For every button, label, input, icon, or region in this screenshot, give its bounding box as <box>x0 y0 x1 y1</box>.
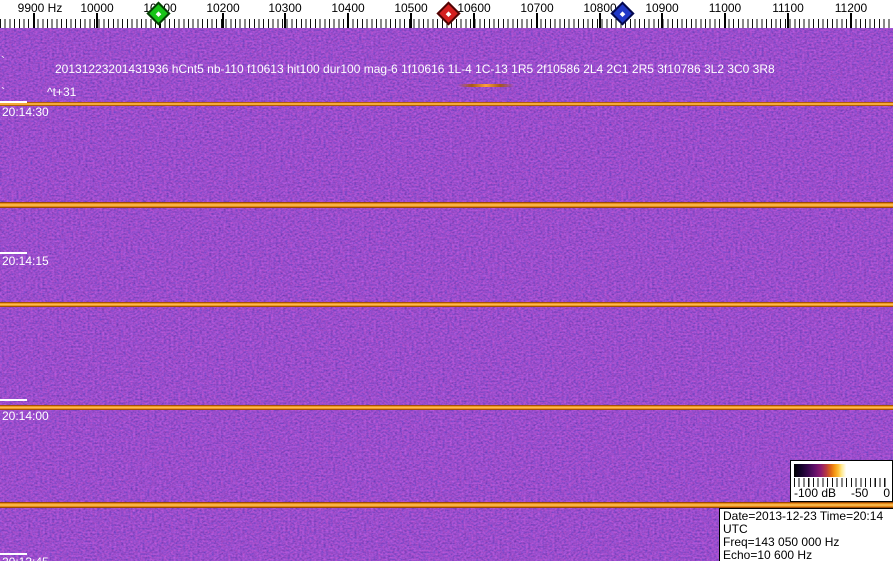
carrier-line <box>0 202 893 208</box>
time-tick <box>0 399 27 401</box>
time-label: 20:13:45 <box>2 555 49 561</box>
waterfall-display[interactable] <box>0 28 893 561</box>
ruler-major-tick <box>222 13 224 28</box>
time-tick <box>0 101 27 103</box>
legend-ticks <box>794 478 889 487</box>
ruler-major-tick <box>410 13 412 28</box>
carrier-line <box>0 405 893 410</box>
ruler-tick-label: 10900 <box>645 1 679 15</box>
detection-log-text: 20131223201431936 hCnt5 nb-110 f10613 hi… <box>55 62 775 76</box>
ruler-tick-label: 11200 <box>834 1 868 15</box>
ruler-major-tick <box>599 13 601 28</box>
meteor-echo-streak <box>458 84 514 87</box>
info-date-time: Date=2013-12-23 Time=20:14 UTC <box>723 509 884 536</box>
time-label: 20:14:00 <box>2 409 49 423</box>
cursor-note-text: ^t+31 <box>47 85 77 99</box>
legend-max-label: 0 <box>883 486 890 500</box>
legend-min-label: -100 dB <box>794 486 837 500</box>
station-info-box: Date=2013-12-23 Time=20:14 UTC Freq=143 … <box>719 508 893 561</box>
edge-mark: ` <box>1 85 5 99</box>
ruler-tick-label: 10400 <box>331 1 365 15</box>
ruler-major-tick <box>33 13 35 28</box>
carrier-line <box>0 302 893 307</box>
ruler-tick-label: 10800 <box>583 1 617 15</box>
time-label: 20:14:15 <box>2 254 49 268</box>
time-tick <box>0 252 27 254</box>
ruler-tick-label: 10600 <box>457 1 491 15</box>
ruler-major-tick <box>850 13 852 28</box>
ruler-tick-label: 10200 <box>206 1 240 15</box>
ruler-major-tick <box>347 13 349 28</box>
ruler-tick-label: 11100 <box>772 1 804 15</box>
info-echo: Echo=10 600 Hz <box>723 548 813 561</box>
time-label: 20:14:30 <box>2 105 49 119</box>
spectrogram-noise <box>0 28 893 561</box>
legend-mid-label: -50 <box>851 486 869 500</box>
ruler-major-tick <box>284 13 286 28</box>
ruler-major-tick <box>96 13 98 28</box>
ruler-major-tick <box>473 13 475 28</box>
ruler-major-tick <box>661 13 663 28</box>
edge-mark: ` <box>1 54 5 68</box>
db-color-legend: -100 dB -50 0 <box>790 460 893 502</box>
ruler-tick-label: 11000 <box>708 1 742 15</box>
marker-center-dot <box>155 10 162 17</box>
ruler-tick-label: 9900 Hz <box>17 1 63 15</box>
ruler-major-tick <box>787 13 789 28</box>
ruler-major-tick <box>724 13 726 28</box>
ruler-tick-label: 10700 <box>520 1 554 15</box>
carrier-line <box>0 102 893 106</box>
ruler-tick-label: 10500 <box>394 1 428 15</box>
carrier-line <box>0 502 893 508</box>
frequency-ruler[interactable]: 9900 Hz 10000 10100 10200 10300 10400 10… <box>0 0 893 28</box>
ruler-tick-label: 10000 <box>80 1 114 15</box>
time-tick <box>0 553 27 555</box>
info-frequency: Freq=143 050 000 Hz <box>723 535 840 549</box>
ruler-major-tick <box>536 13 538 28</box>
marker-center-dot <box>445 10 452 17</box>
ruler-tick-label: 10300 <box>268 1 302 15</box>
legend-gradient-bar <box>794 464 889 477</box>
marker-center-dot <box>619 10 626 17</box>
